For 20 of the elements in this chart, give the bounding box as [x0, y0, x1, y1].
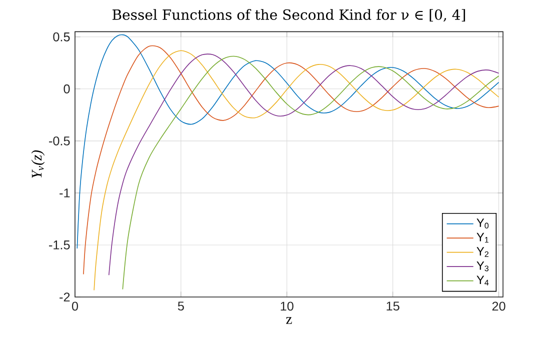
x-tick-label: 10 [280, 302, 294, 311]
legend-label: Y$_{1}$ [476, 232, 488, 243]
y-tick-label: -2 [60, 292, 70, 302]
x-tick-label: 20 [492, 302, 506, 311]
y-tick-label: -0.5 [49, 136, 70, 146]
y-tick-label: 0 [64, 84, 70, 94]
line-series [76, 34, 500, 249]
x-tick-label: 0 [72, 302, 78, 311]
legend-label: Y$_{0}$ [476, 218, 489, 228]
x-tick-label: 5 [178, 302, 184, 311]
x-tick-label: 15 [386, 302, 400, 311]
legend-label: Y$_{4}$ [476, 276, 489, 286]
chart-title: Bessel Functions of the Second Kind for ν ∈ [0, 4] [112, 9, 466, 22]
legend-label: Y$_{3}$ [476, 261, 488, 272]
legend-label: Y$_{2}$ [476, 247, 488, 257]
y-tick-label: -1 [60, 188, 70, 198]
x-axis-title: z [286, 317, 292, 324]
y-tick-label: -1.5 [49, 240, 70, 250]
y-tick-label: 0.5 [53, 32, 70, 42]
y-axis-title: Y$_{ν}$(z) [31, 150, 45, 178]
